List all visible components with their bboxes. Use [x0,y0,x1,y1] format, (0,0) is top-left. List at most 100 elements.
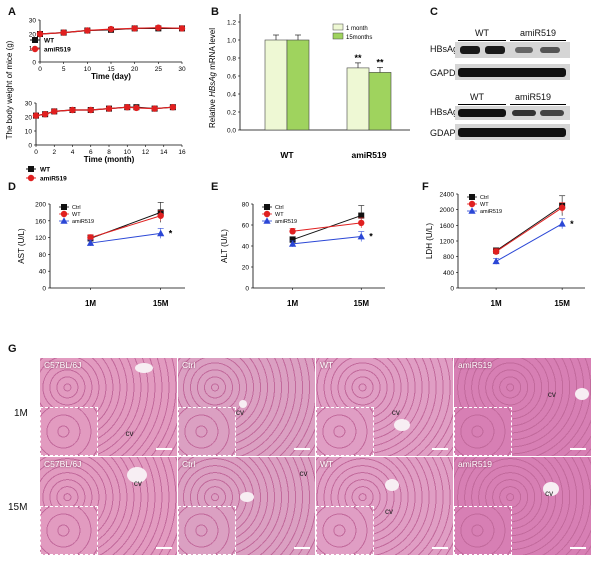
panel-d-legend-label: amiR519 [72,219,94,225]
panel-b-legend-label: 15months [346,35,372,41]
panel-b-legend-swatch [332,32,344,40]
panel-f-chart: LDH (U/L) 0 400 800 1200 1600 2000 2400 1M 15M * Ct… [425,192,585,308]
panel-d-xtick-label: 15M [153,299,169,308]
scale-bar [432,448,448,450]
panel-a-bottom-xtick-label: 6 [89,149,93,156]
histology-tile-label: Ctrl [182,360,196,370]
panel-e-point [357,232,365,240]
histology-tile-label: C57BL/6J [44,459,82,469]
panel-b-ytick-label: 1.2 [227,20,236,27]
histology-zoom-inset [178,506,236,555]
panel-f-ytick-label: 2000 [440,207,455,214]
panel-f-series-line [495,207,563,252]
panel-b-group-label: WT [280,150,294,160]
panel-f-ytick-label: 0 [450,286,454,293]
panel-f-legend-marker [468,200,476,208]
scale-bar [294,547,310,549]
panel-d-legend-label: Ctrl [72,205,81,211]
panel-d-legend-label: WT [72,212,81,218]
histology-zoom-inset [178,407,236,456]
panel-f-legend-label: WT [480,202,489,208]
panel-b-legend-label: 1 month [346,26,368,32]
panel-b-bar [286,39,310,131]
histology-zoom-inset [454,506,512,555]
panel-a-top-xtick-label: 25 [155,66,163,73]
panel-a-bottom-xtick-label: 14 [160,149,168,156]
blot1-hbsag-band-4 [540,47,560,53]
histology-tile-r1-c2: WT cv [316,457,454,556]
histology-row-label-1m: 1M [14,408,28,419]
blot1-col-wt: WT [475,28,489,38]
scale-bar [570,547,586,549]
panel-a-bottom-xtick-label: 10 [124,149,132,156]
panel-d-legend-marker [60,217,68,224]
panel-a-bottom-point [105,105,113,112]
panel-a-top-ytick-label: 30 [29,18,37,25]
panel-e-point [289,240,297,247]
panel-a-top-xlabel: Time (day) [91,72,131,81]
blot1-row-gapdh: GAPDH [430,68,463,78]
central-vein-label: cv [299,468,308,478]
panel-f-ytick-label: 1600 [440,223,455,230]
panel-b-legend-swatch [332,23,344,31]
panel-a-top-legend-label: WT [44,38,54,45]
panel-a-top-point [178,25,186,32]
panel-e-legend-label: amiR519 [275,219,297,225]
histology-zoom-inset [316,506,374,555]
panel-f-xtick-label: 1M [491,299,502,308]
histology-zoom-inset [454,407,512,456]
panel-a-chart: The body weight of mice (g)0102030051015… [5,18,186,183]
central-vein-label: cv [235,407,244,417]
blot2-col-line-amir519 [510,104,566,105]
blot1-col-line-wt [458,40,506,41]
histology-tile-r0-c3: amiR519 cv [454,358,592,457]
panel-a-bottom-ytick-label: 0 [28,143,32,150]
panel-b-group-label: amiR519 [352,150,387,160]
histology-tile-label: WT [320,360,334,370]
scale-bar [432,547,448,549]
central-vein-label: cv [125,429,134,439]
panel-a-top-legend-label: amiR519 [44,47,71,54]
blot2-col-line-wt [458,104,506,105]
panel-e-legend-marker [263,217,271,224]
central-vein [393,419,410,432]
panel-b-significance: ** [376,57,384,67]
panel-a-bottom-point [32,112,40,119]
panel-a-top-legend-marker [31,45,39,53]
panel-b-ytick-label: 0.2 [227,110,236,117]
blot2-hbsag-band-3 [540,110,564,116]
panel-b-chart: Relative HBsAg mRNA level 0.0 0.2 0.4 0.6 0.8… [208,14,410,160]
panel-d-point [86,239,95,246]
panel-b-bar [264,39,288,131]
panel-f-series-line [495,205,563,252]
panel-a-bottom-xtick-label: 12 [142,149,150,156]
histology-tile-r1-c3: amiR519 cv [454,457,592,556]
panel-a-bottom-xtick-label: 16 [178,149,186,156]
central-vein [240,491,254,502]
blot2-gdaph-band [458,128,566,137]
panel-b-ytick-label: 0.0 [227,128,236,135]
panel-a-top-xtick-label: 10 [84,66,92,73]
panel-a-bottom-point [69,106,76,114]
panel-b-bar [346,67,370,131]
panel-b-ytick-label: 0.4 [227,92,236,99]
panel-f-legend-label: Ctrl [480,195,489,201]
panel-d-legend-marker [61,204,67,210]
blot1-col-amir519: amiR519 [520,28,557,38]
panel-d-point [157,229,165,237]
central-vein-label: cv [133,478,142,488]
histology-tile-label: Ctrl [182,459,196,469]
central-vein [384,478,399,491]
scale-bar [570,448,586,450]
panel-a-bottom-legend-label: WT [40,167,50,174]
blot1-col-line-amir519 [510,40,566,41]
panel-e-point [289,228,296,235]
panel-a-top-legend-marker [32,37,38,43]
panel-f-letter: F [422,181,429,193]
panel-g-letter: G [8,343,17,355]
panel-e-ytick-label: 60 [242,223,250,230]
panel-e-ytick-label: 40 [242,244,250,251]
panel-f-ylabel: LDH (U/L) [425,223,434,259]
panel-b-significance: ** [354,53,362,63]
